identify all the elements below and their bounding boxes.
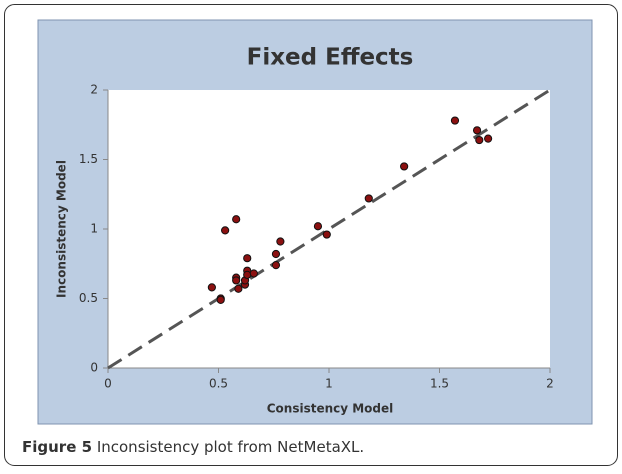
point [450,116,460,125]
point [364,194,373,203]
chart-title: Fixed Effects [247,45,414,71]
y-tick-label: 1 [90,222,98,236]
point [234,284,243,293]
y-tick-label: 1.5 [79,152,98,166]
x-tick-label: 0.5 [209,377,228,391]
x-tick-label: 1 [325,377,333,391]
point [400,162,409,171]
point [207,283,216,292]
point [313,222,323,231]
point [472,126,482,135]
x-tick-label: 2 [546,377,554,391]
y-tick-label: 0 [90,361,98,375]
point [271,261,281,270]
y-tick-label: 0.5 [79,291,98,305]
point [221,226,230,235]
point [484,134,493,143]
x-tick-label: 1.5 [430,377,449,391]
caption-text: Inconsistency plot from NetMetaXL. [97,438,364,456]
point [243,254,252,263]
reference-line [107,88,551,370]
x-tick-label: 0 [104,377,112,391]
point [249,269,258,278]
point [475,135,484,145]
x-axis-title: Consistency Model [267,402,394,416]
y-tick-label: 2 [90,83,98,97]
y-axis-title: Inconsistency Model [55,160,69,298]
point [232,276,241,285]
point [232,215,241,224]
point [243,270,252,279]
point [271,249,281,259]
point [216,295,225,304]
caption-label: Figure 5 [22,438,92,456]
caption: Figure 5 Inconsistency plot from NetMeta… [22,438,364,456]
point [276,237,285,246]
point [322,230,331,239]
